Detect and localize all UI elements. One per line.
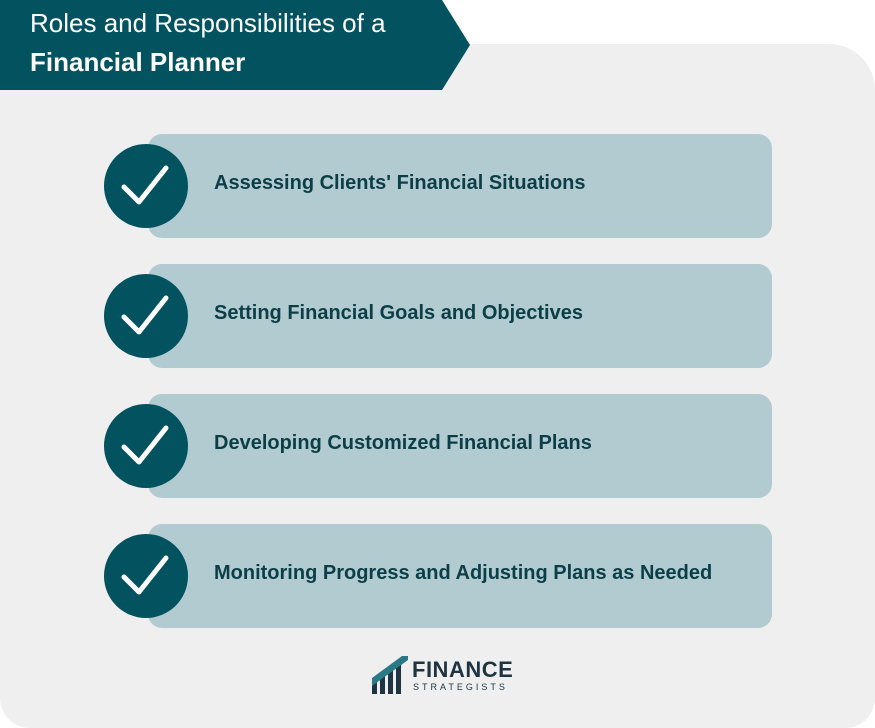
item-label: Setting Financial Goals and Objectives: [214, 302, 583, 324]
logo-word-finance: FINANCE: [412, 657, 514, 682]
checkmark-icon: [121, 165, 169, 205]
logo-word-strategists: STRATEGISTS: [413, 682, 508, 692]
item-bar: [148, 524, 772, 628]
banner-shape: [0, 0, 470, 90]
list-item: Setting Financial Goals and Objectives: [104, 264, 772, 368]
item-bar: [148, 394, 772, 498]
check-badge: [104, 274, 188, 358]
checkmark-icon: [121, 295, 169, 335]
item-bar: [148, 264, 772, 368]
item-label: Monitoring Progress and Adjusting Plans …: [214, 562, 713, 584]
finance-strategists-logo: FINANCE STRATEGISTS: [372, 656, 514, 696]
list-item: Monitoring Progress and Adjusting Plans …: [104, 524, 772, 628]
check-badge: [104, 534, 188, 618]
item-bar: [148, 134, 772, 238]
check-badge: [104, 144, 188, 228]
logo-mark-icon: [372, 656, 408, 694]
list-item: Developing Customized Financial Plans: [104, 394, 772, 498]
checkmark-icon: [121, 425, 169, 465]
page-title-line1: Roles and Responsibilities of a: [30, 8, 386, 38]
check-badge: [104, 404, 188, 488]
checkmark-icon: [121, 555, 169, 595]
list-item: Assessing Clients' Financial Situations: [104, 134, 772, 238]
title-banner: Roles and Responsibilities of a Financia…: [0, 0, 470, 90]
item-label: Assessing Clients' Financial Situations: [214, 172, 586, 194]
item-label: Developing Customized Financial Plans: [214, 432, 592, 454]
page-title-line2: Financial Planner: [30, 47, 246, 77]
